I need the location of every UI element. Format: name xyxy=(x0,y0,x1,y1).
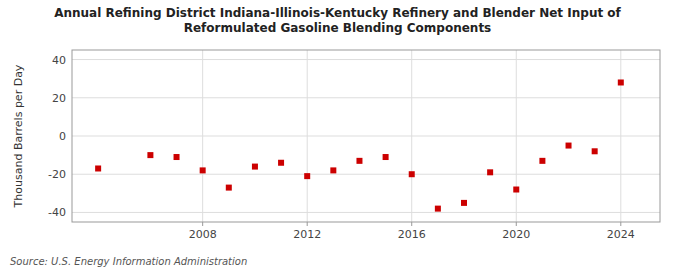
chart-container: Annual Refining District Indiana-Illinoi… xyxy=(0,0,675,275)
x-tick xyxy=(620,222,621,226)
point xyxy=(592,148,598,154)
y-grid-line xyxy=(72,212,660,213)
x-tick xyxy=(307,222,308,226)
point xyxy=(566,143,572,149)
y-axis-label: Thousand Barrels per Day xyxy=(12,64,25,208)
x-tick xyxy=(411,222,412,226)
y-tick-label: -40 xyxy=(48,206,66,219)
x-grid-line xyxy=(307,50,308,222)
point xyxy=(304,173,310,179)
point xyxy=(174,154,180,160)
point xyxy=(147,152,153,158)
y-tick-label: 40 xyxy=(52,54,66,67)
point xyxy=(539,158,545,164)
points xyxy=(95,79,624,211)
x-tick-label: 2008 xyxy=(189,228,217,241)
y-grid-line xyxy=(72,136,660,137)
y-tick-label: 20 xyxy=(52,92,66,105)
x-axis: 2008 2012 2016 2020 2024 xyxy=(189,222,635,241)
x-grid-line xyxy=(411,50,412,222)
x-tick xyxy=(202,222,203,226)
point xyxy=(252,164,258,170)
point xyxy=(226,185,232,191)
point xyxy=(487,169,493,175)
x-tick-label: 2016 xyxy=(398,228,426,241)
y-grid-line xyxy=(72,174,660,175)
x-grid-line xyxy=(620,50,621,222)
x-tick xyxy=(516,222,517,226)
y-grid-line xyxy=(72,59,660,60)
point xyxy=(278,160,284,166)
y-tick-label: 0 xyxy=(59,130,66,143)
point xyxy=(200,167,206,173)
chart-svg: Annual Refining District Indiana-Illinoi… xyxy=(0,0,675,275)
grid xyxy=(72,50,660,222)
point xyxy=(513,187,519,193)
x-grid-line xyxy=(202,50,203,222)
x-tick-label: 2012 xyxy=(293,228,321,241)
point xyxy=(461,200,467,206)
point xyxy=(330,167,336,173)
plot-frame xyxy=(72,50,660,222)
source-note: Source: U.S. Energy Information Administ… xyxy=(10,256,247,267)
point xyxy=(618,79,624,85)
x-grid-line xyxy=(516,50,517,222)
point xyxy=(435,206,441,212)
title: Annual Refining District Indiana-Illinoi… xyxy=(54,6,621,35)
point xyxy=(95,165,101,171)
y-axis: -40 -20 0 20 40 xyxy=(48,54,66,220)
point xyxy=(409,171,415,177)
point xyxy=(383,154,389,160)
x-tick-label: 2024 xyxy=(607,228,635,241)
x-tick-label: 2020 xyxy=(502,228,530,241)
point xyxy=(356,158,362,164)
y-grid-line xyxy=(72,97,660,98)
y-tick-label: -20 xyxy=(48,168,66,181)
